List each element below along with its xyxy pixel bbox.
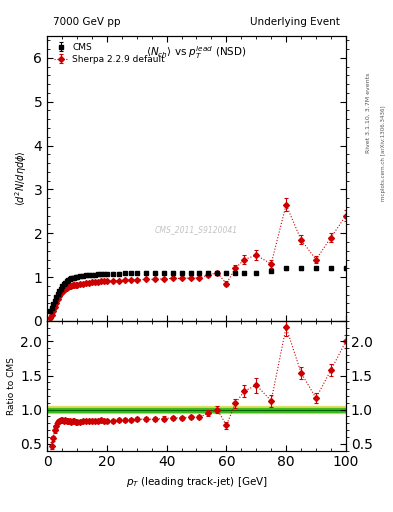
Bar — [47, 406, 346, 413]
Legend: CMS, Sherpa 2.2.9 default: CMS, Sherpa 2.2.9 default — [51, 40, 168, 67]
Y-axis label: $\langle d^{2}N/d\eta d\phi \rangle$: $\langle d^{2}N/d\eta d\phi \rangle$ — [13, 151, 29, 206]
X-axis label: $p_T$ (leading track-jet) [GeV]: $p_T$ (leading track-jet) [GeV] — [125, 475, 268, 489]
Text: CMS_2011_S9120041: CMS_2011_S9120041 — [155, 225, 238, 234]
Text: 7000 GeV pp: 7000 GeV pp — [53, 17, 121, 27]
Bar — [47, 408, 346, 412]
Text: $\langle N_{ch}\rangle$ vs $p_T^{lead}$ (NSD): $\langle N_{ch}\rangle$ vs $p_T^{lead}$ … — [146, 45, 247, 61]
Y-axis label: Ratio to CMS: Ratio to CMS — [7, 357, 16, 415]
Text: mcplots.cern.ch [arXiv:1306.3436]: mcplots.cern.ch [arXiv:1306.3436] — [381, 106, 386, 201]
Text: Underlying Event: Underlying Event — [250, 17, 340, 27]
Text: Rivet 3.1.10, 3.7M events: Rivet 3.1.10, 3.7M events — [365, 73, 371, 153]
